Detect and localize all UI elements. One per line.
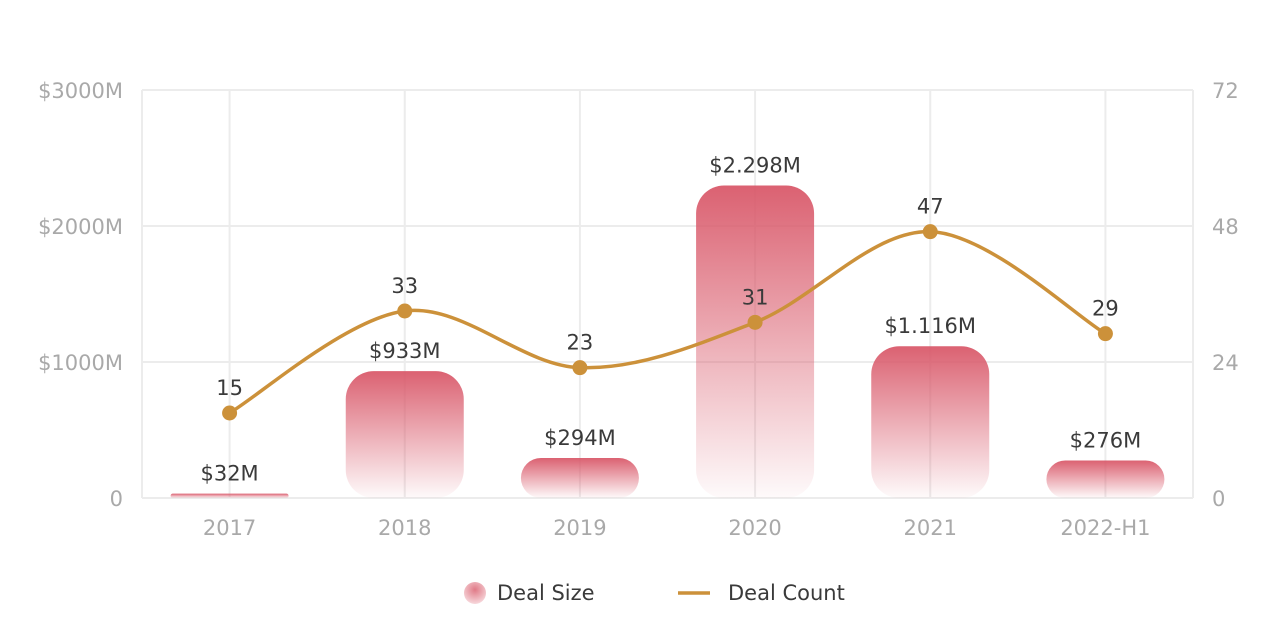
- deal-count-point: [747, 314, 763, 330]
- y-right-tick-label: 24: [1212, 351, 1239, 375]
- legend[interactable]: Deal Size Deal Count: [464, 581, 845, 605]
- x-tick-label: 2020: [728, 516, 781, 540]
- point-value-label: 31: [742, 285, 769, 309]
- x-tick-label: 2022-H1: [1060, 516, 1150, 540]
- y-left-tick-label: $2000M: [38, 215, 123, 239]
- deal-count-line: [222, 224, 1113, 421]
- point-value-label: 47: [917, 195, 944, 219]
- y-right-tick-label: 48: [1212, 215, 1239, 239]
- deal-count-curve: [228, 229, 1107, 415]
- bar-value-label: $32M: [200, 462, 258, 486]
- legend-deal-size-icon: [464, 582, 486, 604]
- y-left-tick-label: $1000M: [38, 351, 123, 375]
- point-value-label: 15: [216, 376, 243, 400]
- bar-value-label: $1.116M: [884, 314, 976, 338]
- point-value-label: 29: [1092, 297, 1119, 321]
- deal-count-point: [922, 224, 938, 240]
- deal-count-point: [1097, 326, 1113, 342]
- bar-deal-size: [871, 346, 990, 498]
- deal-count-point: [222, 405, 238, 421]
- bar-deal-size: [170, 493, 289, 498]
- bar-value-label: $2.298M: [709, 153, 801, 177]
- y-right-tick-label: 0: [1212, 487, 1225, 511]
- bar-deal-size: [1046, 460, 1165, 498]
- point-value-label: 23: [567, 331, 594, 355]
- data-labels: $32M $933M $294M $2.298M $1.116M $276M 15 33 23 3…: [200, 153, 1141, 485]
- deal-count-point: [572, 360, 588, 376]
- y-right-tick-label: 72: [1212, 79, 1239, 103]
- bar-value-label: $294M: [544, 426, 616, 450]
- legend-deal-count-label: Deal Count: [728, 581, 845, 605]
- y-left-tick-label: $3000M: [38, 79, 123, 103]
- bar-deal-size: [520, 458, 639, 498]
- bar-deal-size: [345, 371, 464, 498]
- axes: 0 $1000M $2000M $3000M 0 24 48 72 2017 2018 2019 20…: [38, 79, 1239, 540]
- grid: [141, 89, 1194, 499]
- bar-deal-size: [696, 185, 815, 499]
- point-value-label: 33: [391, 274, 418, 298]
- x-tick-label: 2021: [904, 516, 957, 540]
- y-left-tick-label: 0: [110, 487, 123, 511]
- bar-value-label: $933M: [369, 339, 441, 363]
- x-tick-label: 2019: [553, 516, 606, 540]
- x-tick-label: 2017: [203, 516, 256, 540]
- legend-deal-size-label: Deal Size: [497, 581, 595, 605]
- bars: [170, 185, 1165, 499]
- bar-value-label: $276M: [1070, 428, 1142, 452]
- deal-count-point: [397, 303, 413, 319]
- x-tick-label: 2018: [378, 516, 431, 540]
